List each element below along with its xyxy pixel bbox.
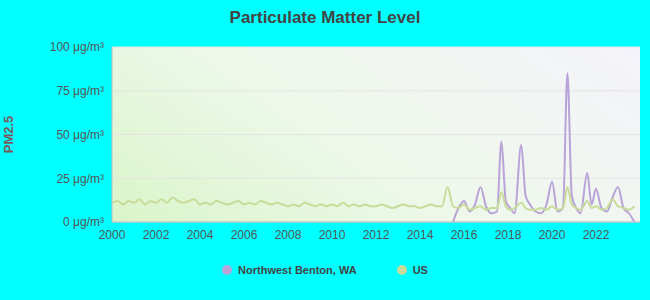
svg-text:0 μg/m³: 0 μg/m³ (63, 215, 104, 229)
svg-text:2002: 2002 (143, 228, 170, 242)
svg-text:100 μg/m³: 100 μg/m³ (50, 40, 104, 54)
svg-text:2008: 2008 (275, 228, 302, 242)
html-text:US: US (412, 264, 428, 276)
svg-text:2000: 2000 (99, 228, 126, 242)
html-text:Northwest Benton, WA: Northwest Benton, WA (238, 264, 357, 276)
svg-text:2022: 2022 (583, 228, 610, 242)
svg-text:2020: 2020 (539, 228, 566, 242)
svg-text:75 μg/m³: 75 μg/m³ (56, 84, 104, 98)
svg-text:50 μg/m³: 50 μg/m³ (56, 128, 104, 142)
svg-text:2006: 2006 (231, 228, 258, 242)
svg-text:25 μg/m³: 25 μg/m³ (56, 172, 104, 186)
svg-text:2004: 2004 (187, 228, 214, 242)
svg-text:2012: 2012 (363, 228, 390, 242)
svg-text:2014: 2014 (407, 228, 434, 242)
svg-text:PM2.5: PM2.5 (8, 116, 16, 154)
svg-text:2010: 2010 (319, 228, 346, 242)
html-text:Particulate Matter Level: Particulate Matter Level (229, 8, 421, 27)
svg-text:2016: 2016 (451, 228, 478, 242)
svg-text:2018: 2018 (495, 228, 522, 242)
